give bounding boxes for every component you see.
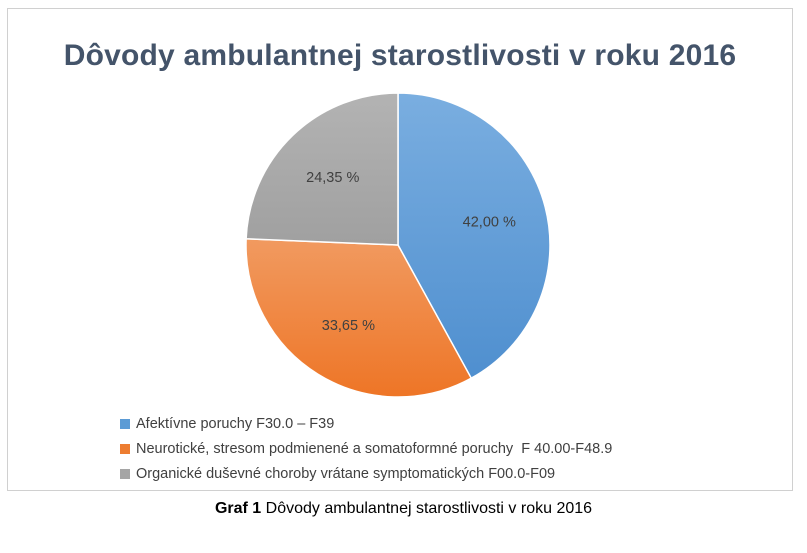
legend-label: Afektívne poruchy F30.0 – F39 — [136, 415, 335, 432]
legend-item-afektivne: Afektívne poruchy F30.0 – F39 — [120, 411, 612, 436]
pie-slice-neuroticke — [245, 238, 473, 398]
legend-label: Neurotické, stresom podmienené a somatof… — [136, 440, 613, 457]
legend-swatch — [120, 418, 130, 429]
caption-text: Dôvody ambulantnej starostlivosti v roku… — [261, 500, 593, 517]
caption-prefix: Graf 1 — [214, 500, 262, 517]
legend-item-neuroticke: Neurotické, stresom podmienené a somatof… — [120, 436, 612, 461]
figure-caption: Graf 1 Dôvody ambulantnej starostlivosti… — [0, 500, 807, 518]
legend-swatch — [120, 443, 130, 454]
pie-chart: 42,00 % 33,65 % 24,35 % — [245, 92, 551, 398]
slice-data-label: 24,35 % — [306, 170, 359, 186]
chart-title: Dôvody ambulantnej starostlivosti v roku… — [63, 39, 737, 72]
pie-slice-afektivne — [397, 92, 551, 380]
legend-label: Organické duševné choroby vrátane sympto… — [136, 465, 556, 482]
chart-area: Dôvody ambulantnej starostlivosti v roku… — [7, 8, 793, 491]
legend: Afektívne poruchy F30.0 – F39 Neurotické… — [120, 411, 612, 486]
slice-data-label: 42,00 % — [463, 215, 516, 231]
pie-slice-organicke — [245, 92, 399, 246]
legend-item-organicke: Organické duševné choroby vrátane sympto… — [120, 461, 612, 486]
slice-data-label: 33,65 % — [322, 318, 375, 334]
legend-swatch — [120, 468, 130, 479]
